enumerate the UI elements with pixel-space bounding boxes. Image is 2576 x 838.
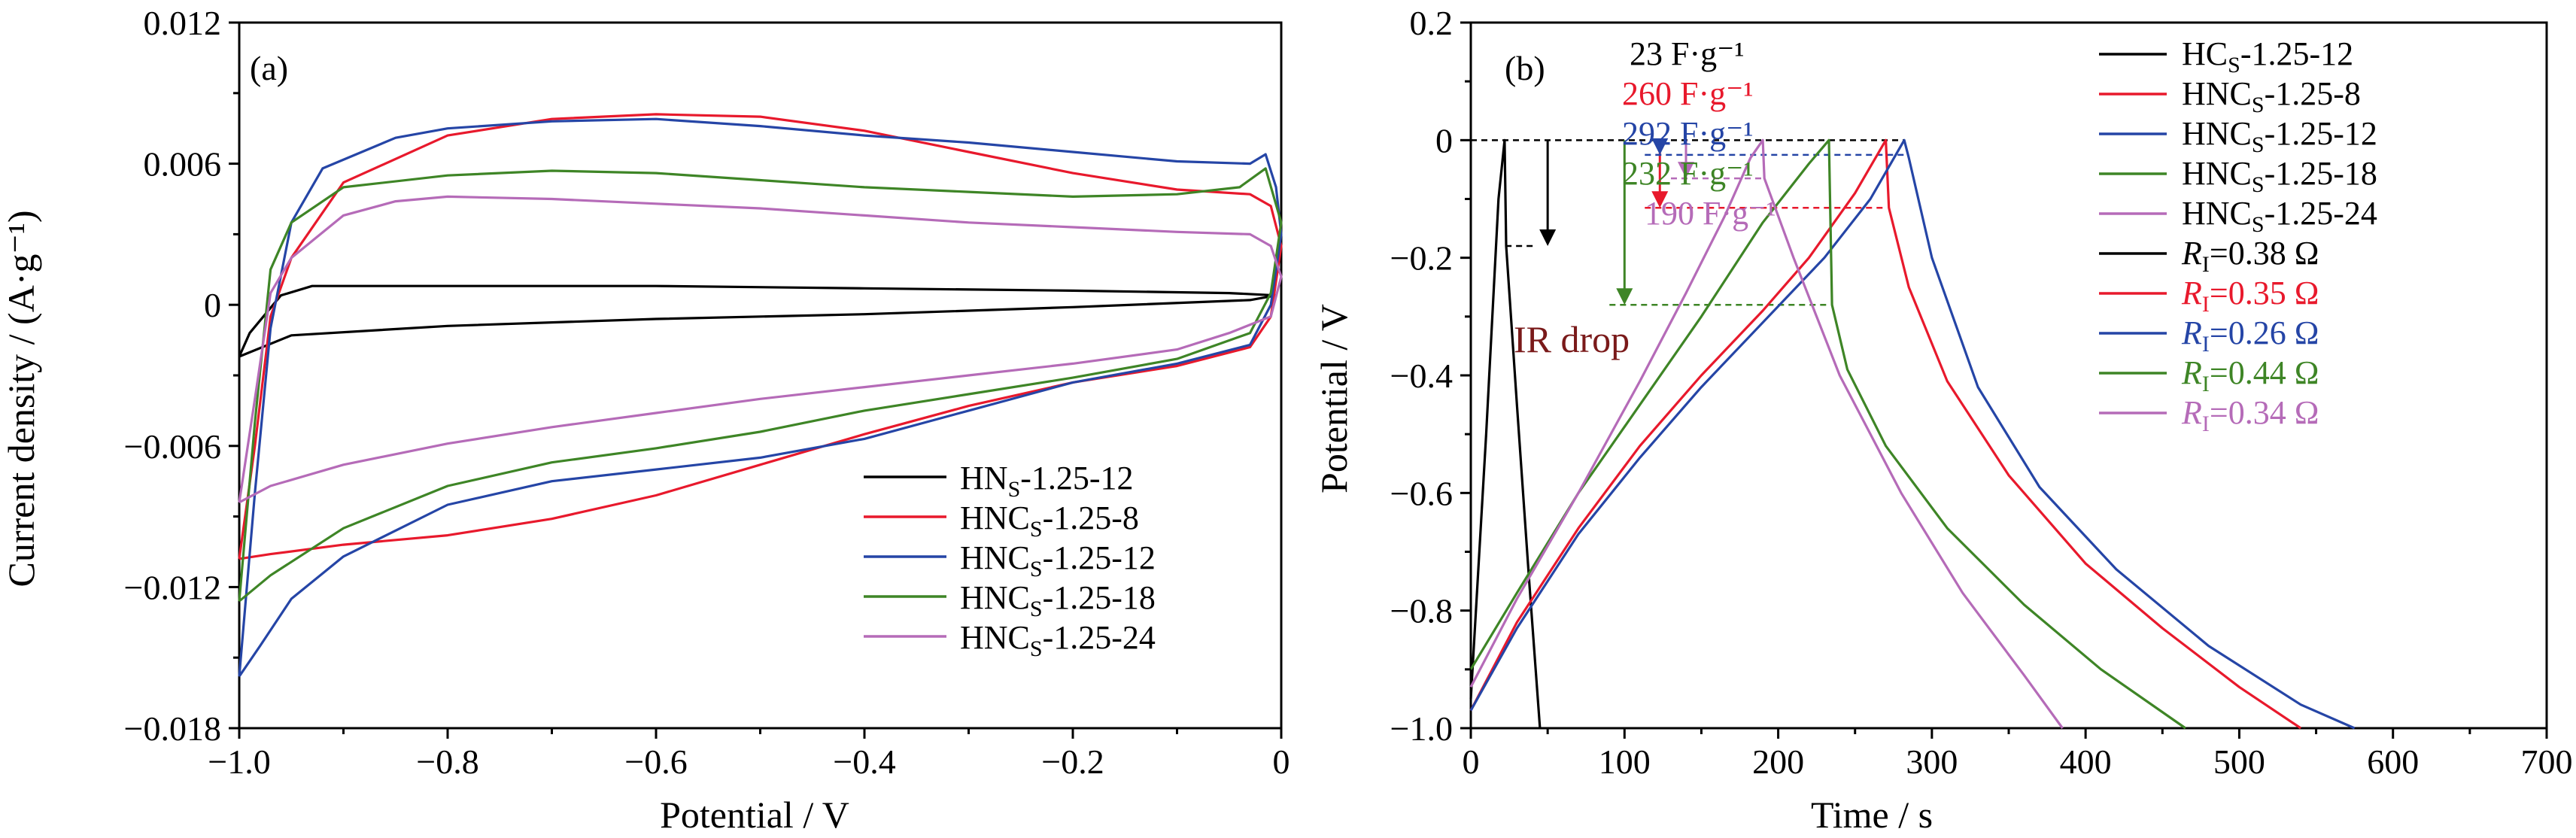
- x-tick-label: −0.4: [833, 742, 895, 781]
- series-line-3: [238, 167, 1283, 603]
- y-tick-label: −0.018: [124, 709, 221, 748]
- ir-drop-annotation: IR drop: [1514, 318, 1630, 360]
- x-tick-label: 500: [2213, 742, 2265, 781]
- panel-b-legend-label-3: HNCS-1.25-18: [2182, 155, 2377, 197]
- x-tick-label: 0: [1273, 742, 1290, 781]
- y-tick-label: −0.4: [1390, 357, 1453, 395]
- panel-a-ticks-layer: [229, 21, 1283, 739]
- series-line-4: [238, 195, 1283, 504]
- series-line-2: [238, 117, 1283, 678]
- ir-legend-label-4: RI=0.34 Ω: [2181, 394, 2319, 436]
- panel-a-legend: HNS-1.25-12HNCS-1.25-8HNCS-1.25-12HNCS-1…: [864, 460, 1156, 661]
- panel-a-legend-label-1: HNCS-1.25-8: [960, 499, 1139, 542]
- x-tick-label: −1.0: [208, 742, 270, 781]
- x-tick-label: 700: [2521, 742, 2573, 781]
- y-tick-label: 0.006: [144, 145, 222, 184]
- panel-b-y-axis-title: Potential / V: [1313, 304, 1355, 493]
- ir-legend-label-3: RI=0.44 Ω: [2181, 354, 2319, 396]
- series-line-0: [1469, 138, 1542, 729]
- panel-b-legend-label-1: HNCS-1.25-8: [2182, 75, 2361, 117]
- panel-b-labels-layer: 0 100 200 300 400 500 600 700 −1.0 −0.8 −0.6 −0.4 −0…: [1390, 4, 2573, 781]
- x-tick-label: 100: [1599, 742, 1651, 781]
- panel-a-series-layer: [238, 113, 1283, 678]
- panel-b-ir-drop-guides: [1471, 138, 1905, 306]
- panel-a-legend-label-3: HNCS-1.25-18: [960, 579, 1156, 621]
- y-tick-label: −0.6: [1390, 474, 1453, 512]
- panel-b-x-axis-title: Time / s: [1811, 794, 1933, 836]
- panel-b-label: (b): [1505, 49, 1545, 87]
- ir-legend-label-1: RI=0.35 Ω: [2181, 275, 2319, 317]
- capacitance-label-4: 190 F·g⁻¹: [1645, 195, 1776, 232]
- y-tick-label: −0.8: [1390, 592, 1453, 630]
- panel-a-cv-chart: −1.0 −0.8 −0.6 −0.4 −0.2 0 −0.018 −0.012 −0.006 0…: [0, 4, 1290, 836]
- ir-drop-arrowhead-3: [1616, 288, 1633, 305]
- ir-legend-label-0: RI=0.38 Ω: [2181, 235, 2319, 277]
- y-tick-label: 0.2: [1410, 4, 1454, 42]
- x-tick-label: 600: [2367, 742, 2419, 781]
- x-tick-label: −0.8: [416, 742, 478, 781]
- x-tick-label: 200: [1752, 742, 1804, 781]
- panel-a-x-axis-title: Potential / V: [660, 794, 849, 836]
- panel-b-ticks-layer: [1460, 21, 2548, 739]
- series-line-1: [238, 113, 1283, 560]
- y-tick-label: −0.006: [124, 427, 221, 466]
- panel-b-legend-label-4: HNCS-1.25-24: [2182, 195, 2377, 237]
- x-tick-label: 400: [2060, 742, 2112, 781]
- x-tick-label: 0: [1463, 742, 1480, 781]
- ir-drop-arrowhead-0: [1539, 229, 1557, 247]
- ir-drop-arrowhead-4: [1678, 162, 1694, 179]
- series-line-3: [1469, 138, 2186, 730]
- capacitance-label-0: 23 F·g⁻¹: [1630, 35, 1745, 72]
- capacitance-label-1: 260 F·g⁻¹: [1622, 75, 1754, 112]
- panel-a-legend-label-4: HNCS-1.25-24: [960, 619, 1156, 661]
- panel-b-legend-label-2: HNCS-1.25-12: [2182, 115, 2377, 157]
- series-line-1: [1469, 138, 2301, 730]
- panel-b-legend-label-0: HCS-1.25-12: [2182, 35, 2353, 77]
- y-tick-label: 0.012: [144, 4, 222, 42]
- x-tick-label: −0.6: [624, 742, 687, 781]
- ir-drop-arrowhead-1: [1651, 191, 1669, 208]
- panel-b-series-layer: [1469, 138, 2356, 730]
- y-tick-label: −1.0: [1390, 709, 1453, 748]
- panel-a-labels-layer: −1.0 −0.8 −0.6 −0.4 −0.2 0 −0.018 −0.012 −0.006 0…: [124, 4, 1290, 781]
- ir-legend-label-2: RI=0.26 Ω: [2181, 314, 2319, 357]
- y-tick-label: −0.2: [1390, 239, 1453, 278]
- y-tick-label: 0: [1435, 121, 1453, 159]
- y-tick-label: 0: [204, 286, 221, 324]
- panel-a-legend-label-2: HNCS-1.25-12: [960, 539, 1156, 581]
- panel-b-gcd-chart: 0 100 200 300 400 500 600 700 −1.0 −0.8 −0.6 −0.4 −0…: [1313, 4, 2573, 836]
- x-tick-label: −0.2: [1041, 742, 1104, 781]
- series-line-2: [1469, 138, 2356, 730]
- ir-drop-arrowhead-2: [1651, 138, 1669, 155]
- series-line-4: [1469, 138, 2064, 729]
- y-tick-label: −0.012: [124, 568, 221, 606]
- x-tick-label: 300: [1906, 742, 1958, 781]
- panel-a-y-axis-title: Current density / (A·g⁻¹): [0, 210, 42, 587]
- capacitance-label-2: 292 F·g⁻¹: [1622, 115, 1754, 152]
- series-line-0: [238, 284, 1277, 358]
- capacitance-label-3: 232 F·g⁻¹: [1622, 155, 1754, 192]
- panel-a-label: (a): [250, 49, 288, 87]
- panel-b-legend: 23 F·g⁻¹ HCS-1.25-12 260 F·g⁻¹ HNCS-1.25-8 2…: [1622, 35, 2377, 436]
- panel-a-legend-label-0: HNS-1.25-12: [960, 460, 1134, 502]
